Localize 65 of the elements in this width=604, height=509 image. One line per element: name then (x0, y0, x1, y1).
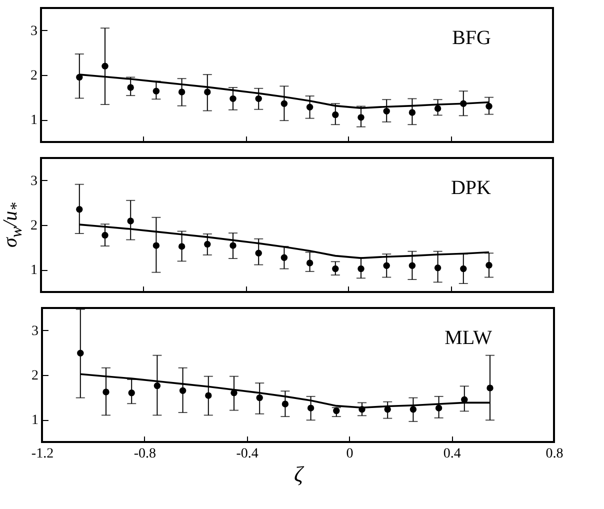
point (408, 262, 416, 269)
point (205, 392, 212, 399)
point (230, 242, 236, 249)
y-tick-label: 2 (30, 68, 38, 84)
point (255, 95, 262, 102)
point (306, 104, 314, 111)
point (230, 95, 236, 102)
point (102, 388, 110, 396)
point (178, 243, 186, 250)
annotation: MLW (444, 327, 492, 349)
point (410, 406, 417, 413)
x-tick-label: -1.2 (31, 446, 54, 462)
point (358, 114, 364, 121)
x-axis-title: ζ (294, 462, 306, 486)
annotation: BFG (452, 27, 491, 49)
y-tick-label: 3 (32, 324, 38, 339)
y-tick-label: 3 (30, 174, 38, 189)
point (127, 218, 134, 224)
point (154, 382, 161, 390)
point (307, 404, 314, 412)
point (204, 240, 211, 248)
y-tick-label: 1 (30, 263, 38, 278)
point (435, 404, 442, 412)
point (434, 105, 442, 112)
point (408, 109, 416, 116)
point (77, 350, 84, 356)
point (256, 394, 263, 402)
point (486, 102, 492, 110)
x-tick-label: 0.4 (443, 446, 461, 462)
y-tick-label: 1 (30, 113, 38, 128)
y-tick-label: 2 (30, 218, 38, 234)
point (486, 384, 494, 392)
point (333, 407, 340, 414)
point (255, 250, 262, 256)
point (128, 390, 135, 396)
point (179, 387, 186, 394)
y-tick-label: 3 (30, 24, 38, 39)
point (152, 242, 160, 249)
point (102, 232, 108, 239)
point (332, 111, 339, 118)
point (306, 260, 314, 266)
point (152, 88, 160, 94)
point (76, 74, 83, 81)
point (383, 262, 390, 269)
point (460, 265, 467, 272)
point (76, 206, 83, 213)
point (178, 88, 186, 96)
x-tick-label: 0 (346, 446, 354, 462)
point (486, 262, 492, 269)
y-tick-label: 1 (32, 413, 38, 428)
x-tick-label: -0.4 (236, 446, 258, 462)
point (280, 254, 288, 261)
point (280, 100, 288, 107)
point (282, 400, 289, 408)
x-tick-label: 0.8 (546, 446, 564, 462)
point (434, 264, 442, 272)
point (383, 108, 390, 115)
y-tick-label: 2 (32, 368, 38, 384)
x-tick-label: -0.8 (134, 446, 156, 462)
point (102, 62, 108, 70)
point (127, 84, 134, 91)
annotation: DPK (450, 177, 492, 199)
point (332, 265, 339, 272)
point (204, 88, 211, 96)
point (358, 265, 364, 272)
